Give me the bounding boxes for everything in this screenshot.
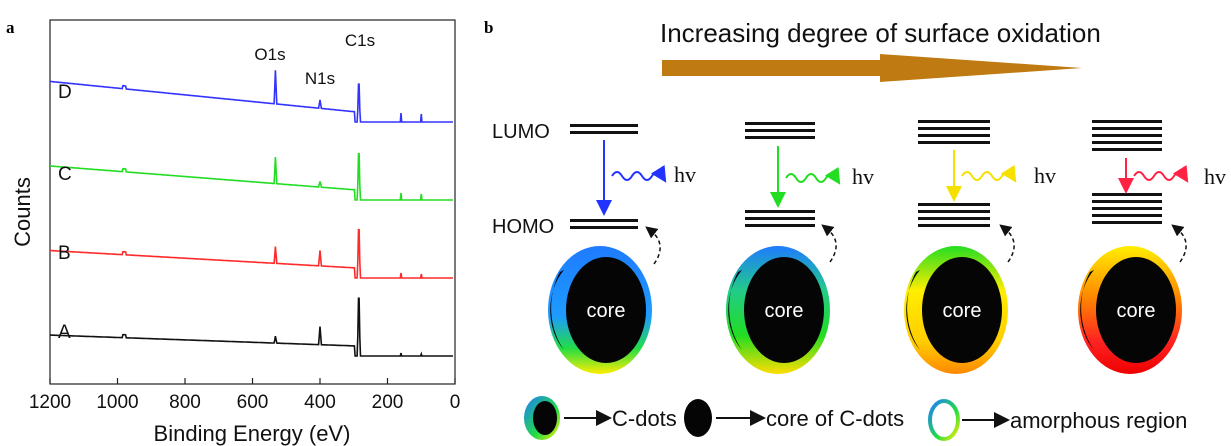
cdot-stage-4: hv core — [1078, 120, 1226, 374]
trace-label-c: C — [58, 164, 72, 185]
core-label: core — [943, 300, 982, 322]
homo-levels — [1092, 193, 1162, 224]
core-label: core — [765, 300, 804, 322]
y-axis-label: Counts — [10, 177, 35, 247]
x-tick-label: 0 — [450, 392, 461, 413]
homo-levels — [918, 203, 990, 227]
core-sphere — [566, 257, 646, 363]
spectrum-line-a — [50, 297, 453, 357]
legend-core-icon — [684, 399, 712, 437]
trace-label-d: D — [58, 82, 72, 103]
photon-wave — [1133, 164, 1189, 183]
panel-a-letter: a — [6, 18, 15, 37]
lumo-levels — [570, 124, 638, 134]
core-sphere — [1096, 257, 1176, 363]
legend-amorphous-icon — [928, 399, 960, 441]
lumo-levels — [1092, 120, 1162, 151]
homo-levels — [745, 210, 815, 227]
legend-core: core of C-dots — [766, 406, 904, 431]
homo-levels — [570, 219, 638, 229]
hv-label: hv — [1204, 164, 1226, 189]
x-tick-label: 400 — [304, 392, 336, 413]
dashed-arrow — [821, 224, 837, 263]
x-tick-label: 1200 — [29, 392, 71, 413]
peak-label-c1s: C1s — [345, 31, 375, 50]
plot-frame — [49, 19, 456, 385]
dashed-arrow — [999, 224, 1015, 263]
peak-label-o1s: O1s — [254, 45, 285, 64]
cdot-stage-2: hv core — [726, 122, 874, 374]
x-tick-label: 600 — [237, 392, 269, 413]
lumo-levels — [745, 122, 815, 139]
photon-wave — [961, 164, 1017, 183]
core-label: core — [587, 300, 626, 322]
cdot-stage-1: hv core — [548, 124, 696, 374]
dashed-arrow — [645, 226, 661, 265]
spectrum-line-d — [49, 70, 453, 123]
core-label: core — [1117, 300, 1156, 322]
homo-label: HOMO — [492, 216, 554, 238]
x-tick-label: 1000 — [96, 392, 138, 413]
core-sphere — [922, 257, 1002, 363]
hv-label: hv — [852, 164, 874, 189]
spectrum-line-b — [49, 228, 453, 279]
legend-cdots: C-dots — [612, 406, 677, 431]
spectra — [49, 70, 453, 357]
legend-amorphous: amorphous region — [1010, 408, 1187, 433]
panel-b-letter: b — [484, 18, 493, 37]
x-axis-label: Binding Energy (eV) — [154, 421, 351, 446]
core-sphere — [744, 257, 824, 363]
photon-wave — [785, 166, 841, 185]
cdot-stage-3: hv core — [904, 120, 1056, 374]
trace-label-b: B — [58, 243, 71, 264]
peak-label-n1s: N1s — [305, 69, 335, 88]
oxidation-title: Increasing degree of surface oxidation — [660, 18, 1101, 48]
xps-chart: 1200 1000 800 600 400 200 0 Binding Energy (eV… — [10, 19, 460, 446]
hv-label: hv — [1034, 163, 1056, 188]
trace-label-a: A — [58, 322, 71, 343]
lumo-levels — [918, 120, 990, 144]
dashed-arrow — [1171, 224, 1187, 263]
spectrum-line-c — [50, 153, 453, 201]
x-ticks: 1200 1000 800 600 400 200 0 — [29, 378, 460, 413]
x-tick-label: 800 — [169, 392, 201, 413]
photon-wave — [611, 164, 667, 183]
hv-label: hv — [674, 162, 696, 187]
oxidation-arrow — [662, 54, 1082, 82]
legend: C-dots core of C-dots amorphous region — [524, 396, 1187, 441]
x-tick-label: 200 — [372, 392, 404, 413]
lumo-label: LUMO — [492, 121, 550, 143]
